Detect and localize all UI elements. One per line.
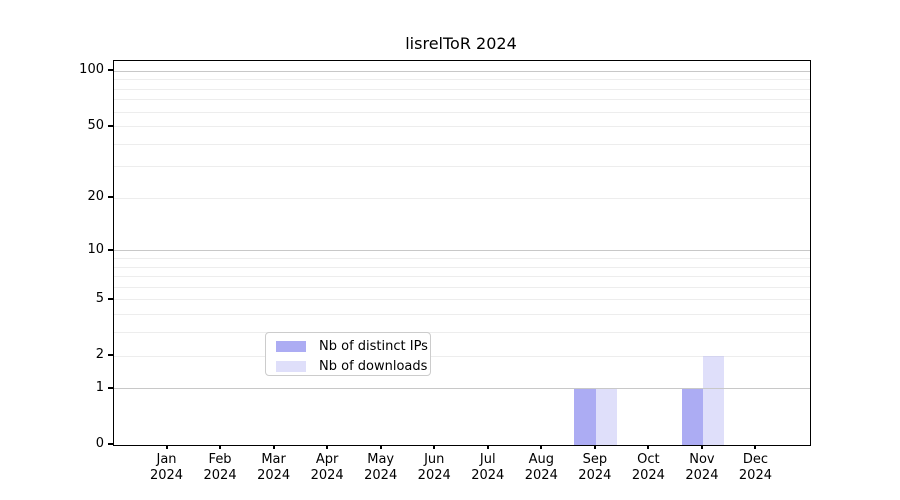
x-axis-tick-label: Mar 2024: [257, 452, 291, 483]
x-axis-tick-label: Apr 2024: [310, 452, 344, 483]
grid-line-minor: [114, 99, 810, 101]
x-axis-tick-label: Feb 2024: [203, 452, 237, 483]
legend-label-distinct-ips: Nb of distinct IPs: [319, 339, 428, 354]
grid-line-minor: [114, 266, 810, 268]
grid-line-major: [114, 388, 810, 390]
legend: Nb of distinct IPs Nb of downloads: [265, 332, 431, 376]
x-axis-tick: [165, 445, 168, 449]
x-axis-tick-label: Nov 2024: [685, 452, 719, 483]
y-axis-tick: [108, 69, 113, 72]
x-axis-tick: [326, 445, 329, 449]
x-axis-tick: [647, 445, 650, 449]
x-axis-tick: [379, 445, 382, 449]
x-axis-tick-label: Oct 2024: [631, 452, 665, 483]
legend-entry-downloads: Nb of downloads: [266, 358, 430, 375]
x-axis-tick-label: Dec 2024: [738, 452, 772, 483]
x-axis-tick: [754, 445, 757, 449]
grid-line-minor: [114, 258, 810, 259]
bar-downloads: [595, 388, 618, 445]
grid-line-minor: [114, 332, 810, 334]
grid-line-minor: [114, 314, 810, 316]
grid-line-major: [114, 250, 810, 252]
plot-area: [113, 60, 811, 446]
y-axis-tick-label: 5: [95, 290, 104, 306]
grid-line-minor: [114, 143, 810, 145]
y-axis-tick: [108, 386, 113, 389]
x-axis-tick-label: Jan 2024: [149, 452, 184, 483]
x-axis-tick-label: May 2024: [364, 452, 398, 483]
grid-line-minor: [114, 166, 810, 168]
y-axis-tick: [108, 248, 113, 251]
y-axis-tick-label: 1: [95, 379, 104, 395]
x-axis-tick-label: Jul 2024: [471, 452, 505, 483]
bar-distinct-ips: [574, 388, 596, 445]
x-axis-tick: [433, 445, 436, 449]
grid-line-minor: [114, 88, 810, 90]
x-axis-tick: [219, 445, 222, 449]
bar-distinct-ips: [681, 388, 703, 445]
y-axis-tick: [108, 196, 113, 199]
y-axis-tick: [108, 354, 113, 357]
x-axis-tick: [540, 445, 543, 449]
grid-line-minor: [114, 276, 810, 278]
bar-downloads: [702, 356, 725, 445]
y-axis-tick-label: 0: [95, 436, 104, 451]
grid-line-minor: [114, 79, 810, 81]
grid-line-major: [114, 70, 810, 72]
x-axis-tick-label: Jun 2024: [417, 452, 451, 483]
grid-line-minor: [114, 299, 810, 301]
y-axis-tick-label: 10: [87, 241, 104, 257]
y-axis-tick-label: 100: [79, 62, 104, 78]
legend-swatch-downloads: [276, 361, 306, 372]
legend-entry-distinct-ips: Nb of distinct IPs: [266, 338, 430, 355]
legend-label-downloads: Nb of downloads: [319, 359, 428, 374]
grid-line-minor: [114, 197, 810, 199]
y-axis-tick-label: 2: [95, 347, 104, 363]
x-axis-tick: [272, 445, 275, 449]
y-axis-tick: [108, 124, 113, 127]
grid-line-minor: [114, 111, 810, 113]
grid-line-minor: [114, 355, 810, 357]
x-axis-tick: [700, 445, 703, 449]
x-axis-tick-label: Sep 2024: [578, 452, 612, 483]
y-axis-tick: [108, 443, 113, 445]
grid-line-minor: [114, 286, 810, 288]
x-axis-tick: [593, 445, 596, 449]
y-axis-tick: [108, 297, 113, 300]
y-axis-tick-label: 20: [87, 189, 104, 205]
grid-line-minor: [114, 126, 810, 128]
y-axis-tick-label: 50: [87, 117, 104, 133]
chart-title: lisrelToR 2024: [405, 34, 517, 53]
x-axis-tick-label: Aug 2024: [524, 452, 558, 483]
legend-swatch-distinct-ips: [276, 341, 306, 352]
x-axis-tick: [486, 445, 489, 449]
